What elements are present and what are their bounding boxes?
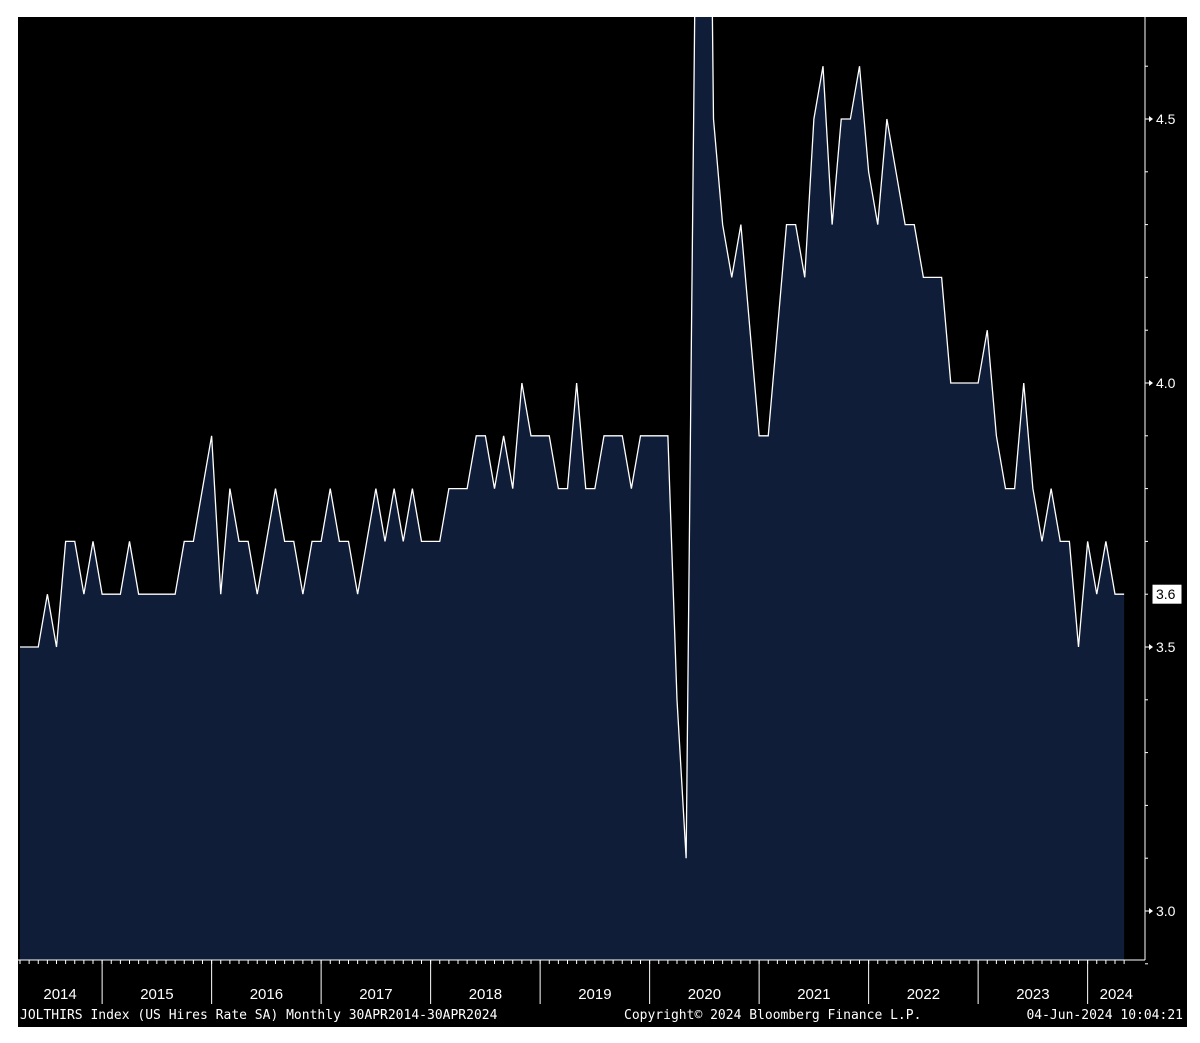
y-tick-marker (1149, 380, 1153, 386)
x-tick-label: 2024 (1100, 986, 1133, 1003)
x-tick-label: 2023 (1016, 986, 1049, 1003)
hires-rate-chart: 3.03.54.04.55.05.56.03.62014201520162017… (18, 17, 1183, 1004)
series-line (20, 17, 1125, 859)
y-tick-label: 3.5 (1156, 639, 1176, 655)
copyright-label: Copyright© 2024 Bloomberg Finance L.P. (624, 1008, 922, 1023)
y-tick-marker (1149, 908, 1153, 914)
x-tick-label: 2014 (43, 986, 76, 1003)
last-value-label: 3.6 (1156, 586, 1176, 602)
y-tick-marker (1149, 644, 1153, 650)
series-info-label: JOLTHIRS Index (US Hires Rate SA) Monthl… (20, 1008, 498, 1023)
x-tick-label: 2019 (578, 986, 611, 1003)
x-tick-label: 2020 (688, 986, 721, 1003)
y-tick-marker (1149, 116, 1153, 122)
timestamp-label: 04-Jun-2024 10:04:21 (1026, 1008, 1183, 1023)
last-value-box (1151, 583, 1183, 605)
x-tick-label: 2017 (359, 986, 392, 1003)
y-tick-label: 4.5 (1156, 111, 1176, 127)
chart-frame: 3.03.54.04.55.05.56.03.62014201520162017… (18, 17, 1187, 1027)
series-area (20, 17, 1125, 960)
y-tick-label: 3.0 (1156, 903, 1176, 919)
x-tick-label: 2015 (140, 986, 173, 1003)
y-tick-label: 4.0 (1156, 375, 1176, 391)
x-tick-label: 2016 (250, 986, 283, 1003)
x-tick-label: 2021 (797, 986, 830, 1003)
x-tick-label: 2022 (907, 986, 940, 1003)
x-tick-label: 2018 (469, 986, 502, 1003)
